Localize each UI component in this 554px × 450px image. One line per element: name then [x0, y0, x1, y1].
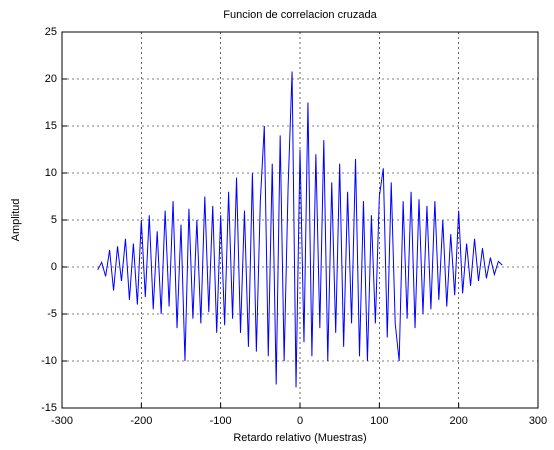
x-tick-label: 100	[370, 415, 388, 427]
y-tick-label: 15	[45, 120, 57, 132]
y-tick-label: 20	[45, 73, 57, 85]
x-tick-label: 300	[529, 415, 547, 427]
y-tick-label: 0	[51, 261, 57, 273]
y-axis-label: Amplitud	[10, 199, 22, 242]
x-axis-label: Retardo relativo (Muestras)	[233, 432, 366, 444]
y-tick-label: -15	[41, 402, 57, 414]
y-tick-label: 5	[51, 214, 57, 226]
x-tick-label: 200	[449, 415, 467, 427]
chart-title: Funcion de correlacion cruzada	[223, 9, 377, 21]
y-tick-label: -5	[47, 308, 57, 320]
plot-frame	[61, 31, 539, 409]
y-tick-label: 10	[45, 167, 57, 179]
data-line	[97, 71, 503, 388]
y-tick-label: 25	[45, 26, 57, 38]
x-tick-label: -300	[51, 415, 73, 427]
y-tick-label: -10	[41, 355, 57, 367]
x-tick-label: 0	[297, 415, 303, 427]
x-tick-label: -200	[130, 415, 152, 427]
x-tick-label: -100	[210, 415, 232, 427]
